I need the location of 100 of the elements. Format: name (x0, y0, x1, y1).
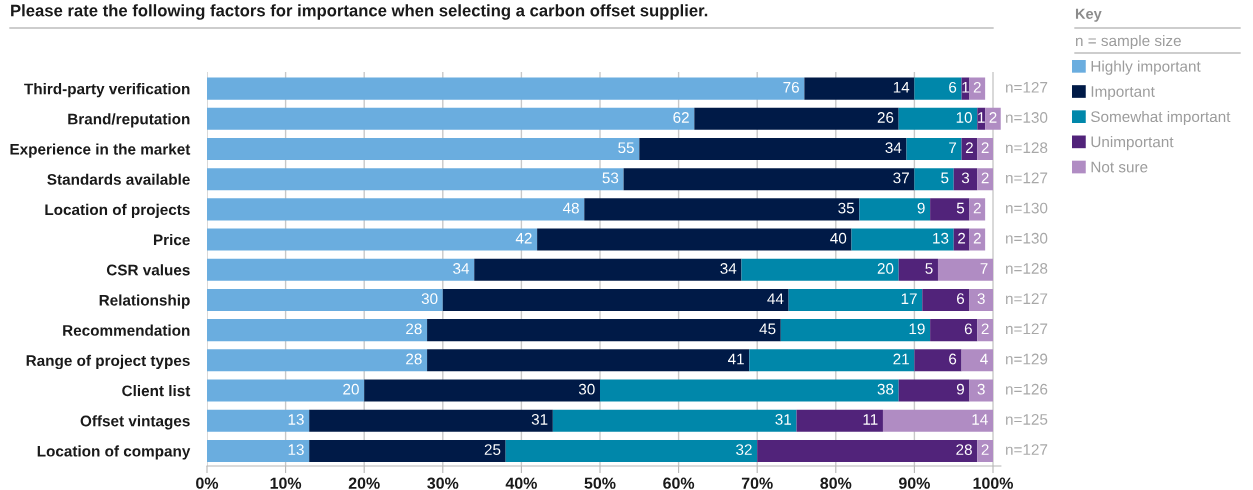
data-label: 30 (578, 383, 595, 395)
text: n=128 (1006, 263, 1048, 274)
data-label: 30 (421, 293, 438, 305)
bar (953, 168, 978, 191)
bar (749, 349, 915, 372)
bar (977, 168, 993, 191)
bar (780, 319, 931, 342)
data-label: 6 (956, 293, 965, 305)
data-label: 1 (962, 82, 969, 93)
data-label: 17 (901, 293, 917, 304)
bar (969, 198, 986, 221)
bar (207, 349, 428, 372)
data-label: 13 (288, 444, 304, 456)
data-label: 20 (877, 263, 894, 274)
x-tick-label: 40% (505, 477, 537, 489)
bar (623, 168, 915, 191)
bar (207, 107, 695, 130)
bar (898, 379, 970, 402)
data-label: 6 (949, 353, 957, 365)
data-label: 6 (964, 323, 972, 335)
x-tick-label: 50% (584, 477, 616, 489)
bar (859, 198, 931, 221)
bar (364, 379, 600, 402)
data-label: 34 (453, 263, 470, 274)
data-label: 2 (981, 142, 989, 153)
data-label: 10 (956, 112, 972, 123)
text: n=125 (1006, 414, 1048, 425)
data-label: 26 (877, 112, 894, 123)
data-label: 7 (949, 142, 957, 153)
data-label: 5 (941, 172, 949, 184)
data-label: 9 (956, 383, 964, 395)
legend-label: Important (1091, 86, 1155, 100)
data-label: 32 (736, 444, 752, 456)
data-label: 13 (288, 414, 304, 425)
x-tick-label: 70% (741, 477, 773, 489)
legend-title: Key (1075, 8, 1102, 22)
bar (914, 349, 962, 372)
bar (851, 228, 954, 251)
bar (914, 168, 954, 191)
data-label: 28 (956, 444, 972, 456)
data-label: 1 (978, 112, 985, 123)
data-label: 55 (618, 142, 634, 154)
bar (207, 198, 585, 221)
y-tick-label: Recommendation (63, 324, 190, 336)
data-label: 2 (973, 202, 981, 214)
data-label: 2 (981, 444, 989, 455)
bar (207, 379, 365, 402)
bar (977, 319, 993, 342)
x-tick-label: 80% (820, 477, 852, 489)
bar (937, 258, 993, 281)
data-label: 3 (977, 383, 985, 395)
y-tick-label: Experience in the market (10, 143, 191, 158)
bar (600, 379, 899, 402)
data-label: 3 (961, 172, 970, 184)
x-tick-label: 30% (427, 477, 459, 489)
legend-label: Unimportant (1091, 136, 1174, 151)
bar (969, 77, 986, 100)
y-tick-label: Location of projects (45, 203, 190, 219)
bar (804, 77, 915, 100)
bar (796, 409, 883, 432)
legend-label: Somewhat important (1091, 110, 1231, 126)
y-tick-label: Standards available (47, 173, 190, 185)
bar (505, 439, 758, 462)
bar (427, 349, 750, 372)
text: n=130 (1006, 232, 1048, 244)
bar (207, 439, 310, 462)
text: n=130 (1006, 202, 1048, 214)
bar (207, 228, 538, 251)
data-label: 34 (720, 263, 737, 274)
x-tick-label: 20% (348, 477, 380, 489)
bar (930, 198, 970, 221)
bar (427, 319, 781, 342)
data-label: 11 (863, 414, 878, 425)
data-label: 44 (767, 293, 784, 304)
y-tick-label: Brand/reputation (68, 113, 190, 128)
x-tick-label: 10% (270, 477, 302, 489)
bar (977, 439, 993, 462)
text: n=129 (1006, 353, 1048, 365)
data-label: 2 (973, 232, 981, 244)
x-tick-label: 0% (196, 477, 219, 489)
bar (930, 319, 978, 342)
data-label: 42 (515, 232, 532, 244)
data-label: 25 (484, 444, 501, 456)
bar (584, 198, 860, 221)
text: n=130 (1006, 112, 1048, 123)
x-tick-label: 60% (663, 477, 695, 489)
data-label: 2 (981, 323, 989, 335)
data-label: 6 (949, 81, 957, 93)
bar (969, 379, 993, 402)
data-label: 14 (893, 82, 910, 93)
data-label: 2 (958, 232, 966, 244)
bar (537, 228, 852, 251)
data-label: 14 (972, 414, 988, 425)
data-label: 62 (673, 112, 689, 123)
data-label: 48 (562, 202, 579, 214)
y-tick-label: Range of project types (26, 354, 190, 370)
data-label: 28 (406, 323, 422, 335)
data-label: 2 (965, 142, 973, 153)
bar (977, 107, 986, 130)
bar (977, 137, 993, 161)
